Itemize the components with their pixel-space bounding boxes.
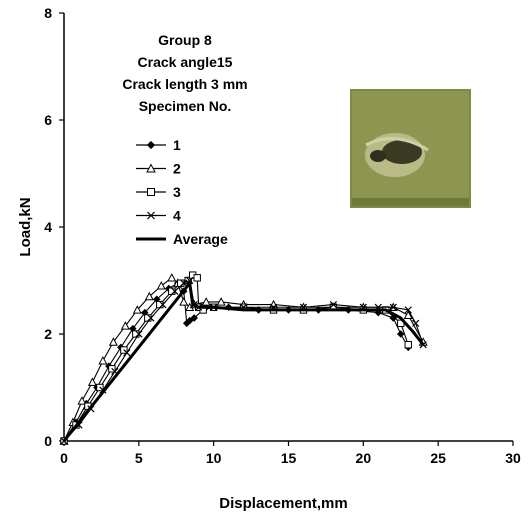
data-point-marker <box>156 281 166 290</box>
data-point-marker <box>404 341 412 349</box>
y-tick-label: 2 <box>44 326 52 342</box>
data-point-marker <box>329 300 338 309</box>
data-point-marker <box>135 330 143 338</box>
data-point-marker <box>159 300 167 309</box>
data-point-marker <box>179 297 189 306</box>
data-point-marker <box>201 297 211 306</box>
y-tick-label: 4 <box>44 219 52 235</box>
annotation-line: Group 8 <box>158 32 212 48</box>
legend-entry: 3 <box>136 184 181 200</box>
legend-entry: 1 <box>136 137 181 153</box>
data-point-marker <box>108 337 118 346</box>
data-point-marker <box>190 314 198 322</box>
specimen-photo <box>350 89 471 208</box>
x-tick-label: 20 <box>356 450 372 466</box>
y-tick-label: 6 <box>44 112 52 128</box>
y-tick-label: 8 <box>44 5 52 21</box>
axes: 0 5 10 15 20 25 30 0 2 4 6 8 Displacement,mm Load,kN <box>17 5 521 512</box>
data-point-marker <box>123 349 131 357</box>
data-point-marker <box>77 396 87 405</box>
data-point-marker <box>216 297 226 306</box>
data-point-marker <box>186 276 194 285</box>
data-point-marker <box>180 279 188 287</box>
data-point-marker <box>146 163 156 173</box>
data-point-marker <box>87 377 97 386</box>
annotation-line: Specimen No. <box>139 98 232 114</box>
annotations: Group 8 Crack angle15 Crack length 3 mm Spe… <box>122 32 247 114</box>
series-layer <box>59 271 428 445</box>
series-1 <box>60 279 412 445</box>
x-tick-label: 25 <box>430 450 446 466</box>
data-point-marker <box>146 140 156 150</box>
legend-label: 2 <box>173 161 181 177</box>
x-tick-label: 15 <box>281 450 297 466</box>
legend-entry: 2 <box>136 161 181 177</box>
data-point-marker <box>389 303 397 311</box>
x-tick-label: 30 <box>505 450 521 466</box>
annotation-line: Crack angle15 <box>138 54 233 70</box>
x-tick-label: 10 <box>206 450 222 466</box>
data-point-marker <box>193 274 201 282</box>
legend-entry: Average <box>136 231 228 247</box>
data-point-marker <box>412 319 420 327</box>
data-point-marker <box>147 211 155 220</box>
data-point-marker <box>147 314 155 322</box>
data-point-marker <box>389 314 398 322</box>
data-point-marker <box>147 188 155 196</box>
data-point-marker <box>404 306 412 314</box>
legend-label: 1 <box>173 137 181 153</box>
y-axis-title: Load,kN <box>17 197 34 256</box>
data-point-marker <box>120 321 130 330</box>
legend-label: Average <box>173 231 228 247</box>
legend: 1 2 3 4 Average <box>136 137 228 247</box>
data-point-marker <box>167 273 177 282</box>
legend-entry: 4 <box>136 208 181 224</box>
data-point-marker <box>144 291 154 301</box>
annotation-line: Crack length 3 mm <box>122 76 247 92</box>
legend-label: 3 <box>173 184 181 200</box>
legend-label: 4 <box>173 208 181 224</box>
series-line <box>62 281 425 442</box>
data-point-marker <box>185 316 194 325</box>
x-axis-title: Displacement,mm <box>219 495 347 512</box>
data-point-marker <box>171 287 179 295</box>
data-point-marker <box>132 305 142 314</box>
x-tick-label: 5 <box>135 450 143 466</box>
x-tick-label: 0 <box>60 450 68 466</box>
data-point-marker <box>403 310 413 319</box>
data-point-marker <box>396 330 405 338</box>
series-2 <box>59 273 428 445</box>
series-average <box>62 281 425 442</box>
y-tick-label: 0 <box>44 433 52 449</box>
data-point-marker <box>98 355 108 365</box>
series-line <box>63 274 409 442</box>
